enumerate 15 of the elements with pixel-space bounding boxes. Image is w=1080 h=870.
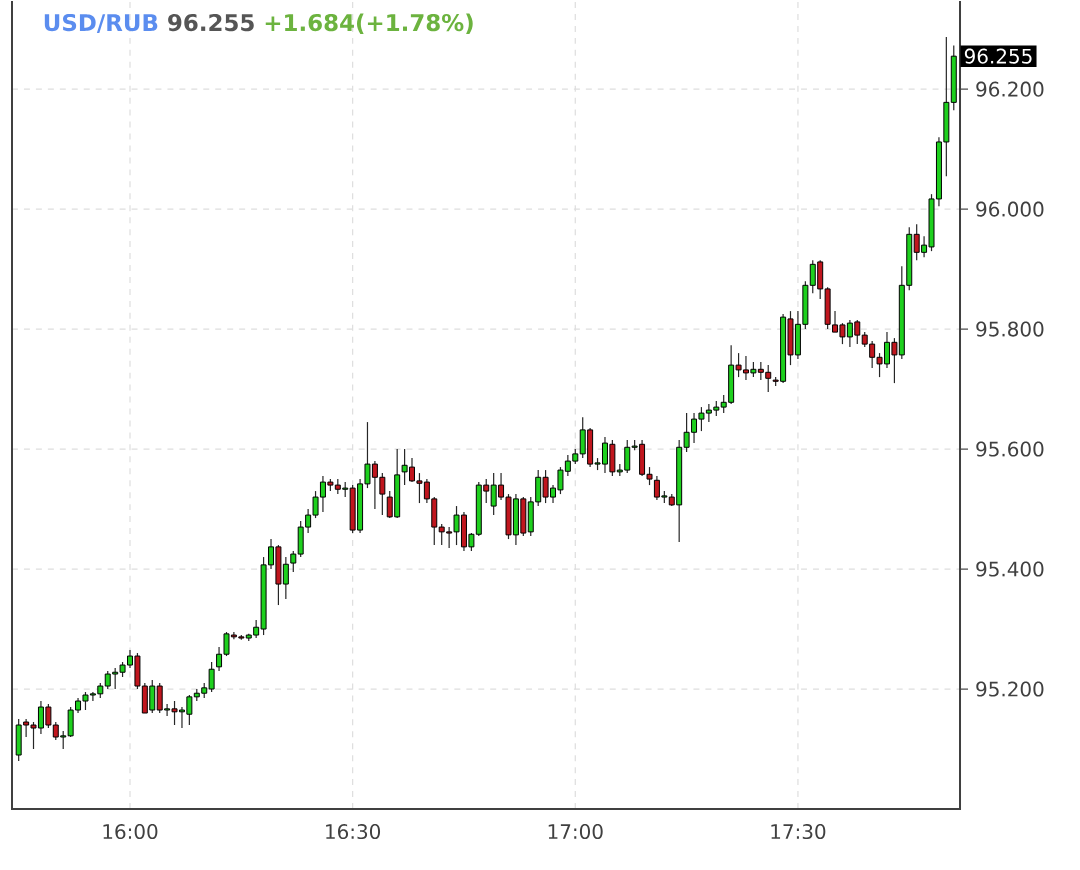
x-tick-label: 16:00 xyxy=(103,824,158,840)
x-tick-label: 17:00 xyxy=(548,824,603,840)
x-tick-label: 16:30 xyxy=(326,824,381,840)
y-tick-label: 95.600 xyxy=(976,441,1044,457)
y-tick-label: 96.000 xyxy=(976,201,1044,217)
chart-subtitle: 96.255 xyxy=(168,13,254,32)
y-tick-label: 95.400 xyxy=(976,561,1044,577)
text: 96.255 xyxy=(964,48,1032,64)
chart-title: USD/RUB xyxy=(44,13,158,34)
y-tick-label: 96.200 xyxy=(976,81,1044,97)
y-tick-label: 95.800 xyxy=(976,321,1044,337)
annotation: +1.684(+1.78%) xyxy=(265,13,473,34)
candlestick xyxy=(290,550,297,573)
y-tick-label: 95.200 xyxy=(976,681,1044,697)
x-tick-label: 17:30 xyxy=(771,824,826,840)
